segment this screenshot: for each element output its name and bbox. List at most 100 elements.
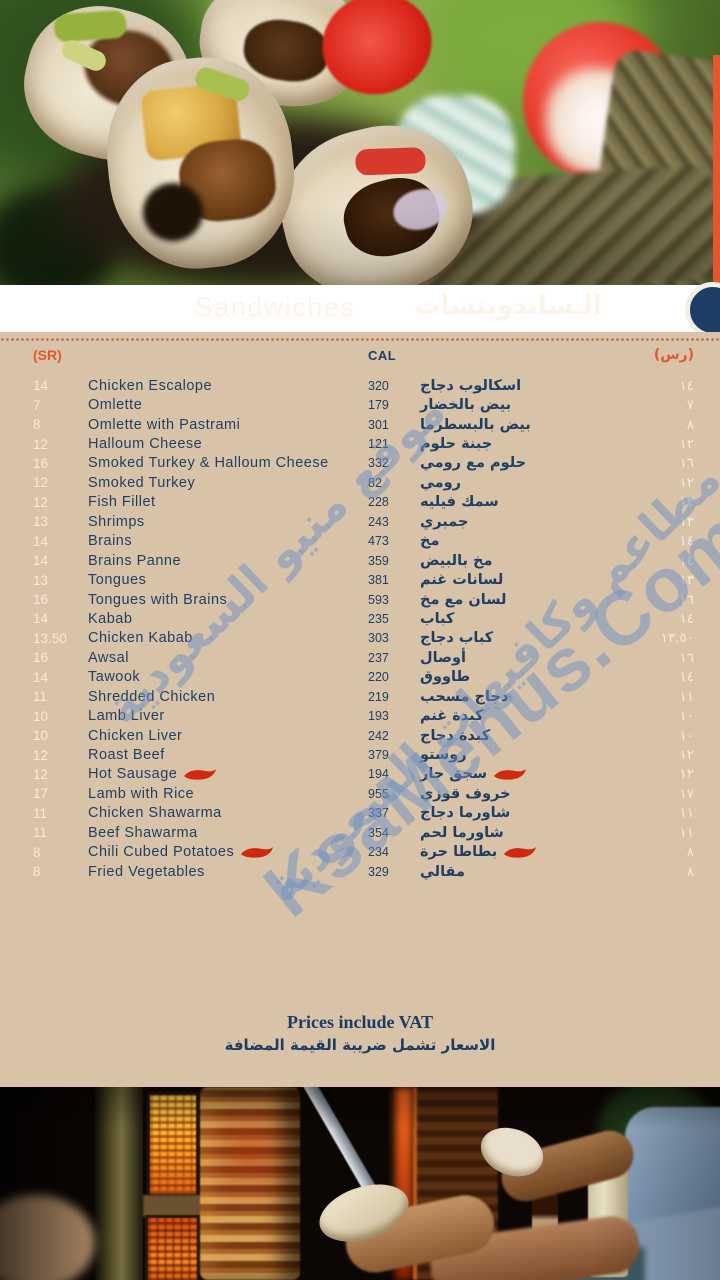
price-sr: 16 (33, 592, 49, 608)
menu-row: 13.50 Chicken Kabab 303 كباب دجاج ١٣,٥٠ (0, 629, 720, 648)
item-name-en: Chili Cubed Potatoes (88, 844, 235, 861)
menu-row: 14 Brains Panne 359 مخ بالبيض ١٤ (0, 551, 720, 570)
price-ar: ٨ (686, 863, 694, 880)
item-name-ar: سجق حار (420, 766, 488, 783)
column-header-cal: CAL (368, 347, 397, 363)
corner-badge-icon (685, 282, 720, 338)
chili-icon (241, 846, 274, 858)
item-name-ar: كبدة دجاج (420, 727, 491, 744)
item-name-ar: مخ بالبيض (420, 552, 493, 569)
price-ar: ١٤ (679, 377, 694, 394)
item-name-en: Tawook (88, 669, 141, 686)
item-name-ar: أوصال (420, 649, 467, 666)
price-sr: 13.50 (33, 630, 67, 646)
price-sr: 10 (33, 708, 49, 724)
menu-row: 17 Lamb with Rice 955 خروف قوزي ١٧ (0, 784, 720, 803)
menu-row: 14 Kabab 235 كباب ١٤ (0, 609, 720, 628)
price-ar: ١٢ (679, 474, 694, 491)
menu-row: 10 Lamb Liver 193 كبدة غنم ١٠ (0, 706, 720, 725)
vat-note: Prices include VAT الاسعار تشمل ضريبة ال… (0, 1012, 720, 1054)
section-header-bar: Sandwiches الـساندويتشات (0, 282, 720, 338)
vat-note-en: Prices include VAT (286, 1012, 433, 1032)
item-name-ar: بيض بالبسطرما (420, 416, 531, 433)
price-sr: 12 (33, 494, 49, 510)
item-name-ar: كباب (420, 610, 455, 627)
item-cal: 194 (368, 767, 389, 782)
item-name-en: Chicken Shawarma (88, 805, 222, 822)
item-name-ar: حلوم مع رومي (420, 455, 527, 472)
item-name-en: Fried Vegetables (88, 863, 205, 880)
item-cal: 82 (368, 475, 382, 490)
price-ar: ١٣ (679, 513, 694, 530)
price-sr: 8 (33, 417, 41, 433)
item-cal: 237 (368, 650, 389, 665)
menu-row: 11 Shredded Chicken 219 دجاج مسحب ١١ (0, 687, 720, 706)
menu-row: 8 Chili Cubed Potatoes 234 بطاطا حرة ٨ (0, 843, 720, 862)
item-cal: 381 (368, 573, 389, 588)
price-ar: ٧ (686, 397, 694, 414)
item-name-ar: كبدة غنم (420, 708, 484, 725)
item-name-ar: شاورما دجاج (420, 805, 511, 822)
price-sr: 12 (33, 436, 49, 452)
item-cal: 337 (368, 806, 389, 821)
item-cal: 121 (368, 437, 389, 452)
column-header-rs: (رس) (653, 347, 694, 363)
item-name-ar: شاورما لحم (420, 824, 504, 841)
price-sr: 11 (33, 689, 48, 705)
vat-note-ar: الاسعار تشمل ضريبة القيمة المضافة (224, 1036, 496, 1054)
price-ar: ٨ (686, 416, 694, 433)
item-name-ar: جبنة حلوم (420, 436, 493, 453)
item-cal: 329 (368, 864, 389, 879)
price-sr: 7 (33, 397, 41, 413)
item-cal: 242 (368, 728, 389, 743)
price-sr: 13 (33, 572, 49, 588)
photo-shape (0, 1087, 720, 1280)
price-sr: 17 (33, 786, 49, 802)
item-name-ar: رومي (420, 474, 462, 491)
item-cal: 301 (368, 417, 389, 432)
menu-row: 8 Omlette with Pastrami 301 بيض بالبسطرم… (0, 415, 720, 434)
item-name-en: Shrimps (88, 513, 145, 530)
price-sr: 12 (33, 475, 49, 491)
item-name-ar: بيض بالخضار (420, 397, 512, 414)
item-name-ar: بطاطا حرة (420, 844, 498, 861)
price-ar: ١١ (679, 688, 694, 705)
item-cal: 473 (368, 534, 389, 549)
item-cal: 955 (368, 786, 389, 801)
item-cal: 320 (368, 378, 389, 393)
item-cal: 193 (368, 709, 389, 724)
item-name-ar: مقالي (420, 863, 465, 880)
item-name-en: Brains Panne (88, 552, 182, 569)
price-ar: ١٠ (679, 727, 694, 744)
menu-row: 11 Beef Shawarma 354 شاورما لحم ١١ (0, 823, 720, 842)
item-name-en: Kabab (88, 610, 133, 627)
price-sr: 11 (33, 825, 48, 841)
item-name-en: Shredded Chicken (88, 688, 216, 705)
photo-shape (0, 0, 720, 285)
item-name-ar: مخ (420, 533, 440, 550)
item-cal: 332 (368, 456, 389, 471)
price-ar: ١٦ (679, 649, 694, 666)
menu-row: 12 Hot Sausage 194 سجق حار ١٢ (0, 765, 720, 784)
menu-row: 16 Smoked Turkey & Halloum Cheese 332 حل… (0, 454, 720, 473)
price-sr: 13 (33, 514, 49, 530)
menu-row: 14 Chicken Escalope 320 اسكالوب دجاج ١٤ (0, 376, 720, 395)
item-cal: 243 (368, 514, 389, 529)
menu-row: 16 Awsal 237 أوصال ١٦ (0, 648, 720, 667)
item-name-en: Lamb Liver (88, 708, 165, 725)
price-ar: ١٧ (679, 785, 694, 802)
menu-row: 16 Tongues with Brains 593 لسان مع مخ ١٦ (0, 590, 720, 609)
price-ar: ١٠ (679, 708, 694, 725)
menu-row: 14 Brains 473 مخ ١٤ (0, 532, 720, 551)
price-sr: 12 (33, 747, 49, 763)
price-ar: ١٤ (679, 669, 694, 686)
chili-icon (494, 768, 527, 780)
item-name-en: Smoked Turkey & Halloum Cheese (88, 455, 329, 472)
item-name-en: Omlette (88, 397, 143, 414)
price-ar: ١٦ (679, 455, 694, 472)
divider (399, 293, 401, 324)
chili-icon (184, 768, 217, 780)
item-cal: 219 (368, 689, 389, 704)
menu-row: 7 Omlette 179 بيض بالخضار ٧ (0, 395, 720, 414)
